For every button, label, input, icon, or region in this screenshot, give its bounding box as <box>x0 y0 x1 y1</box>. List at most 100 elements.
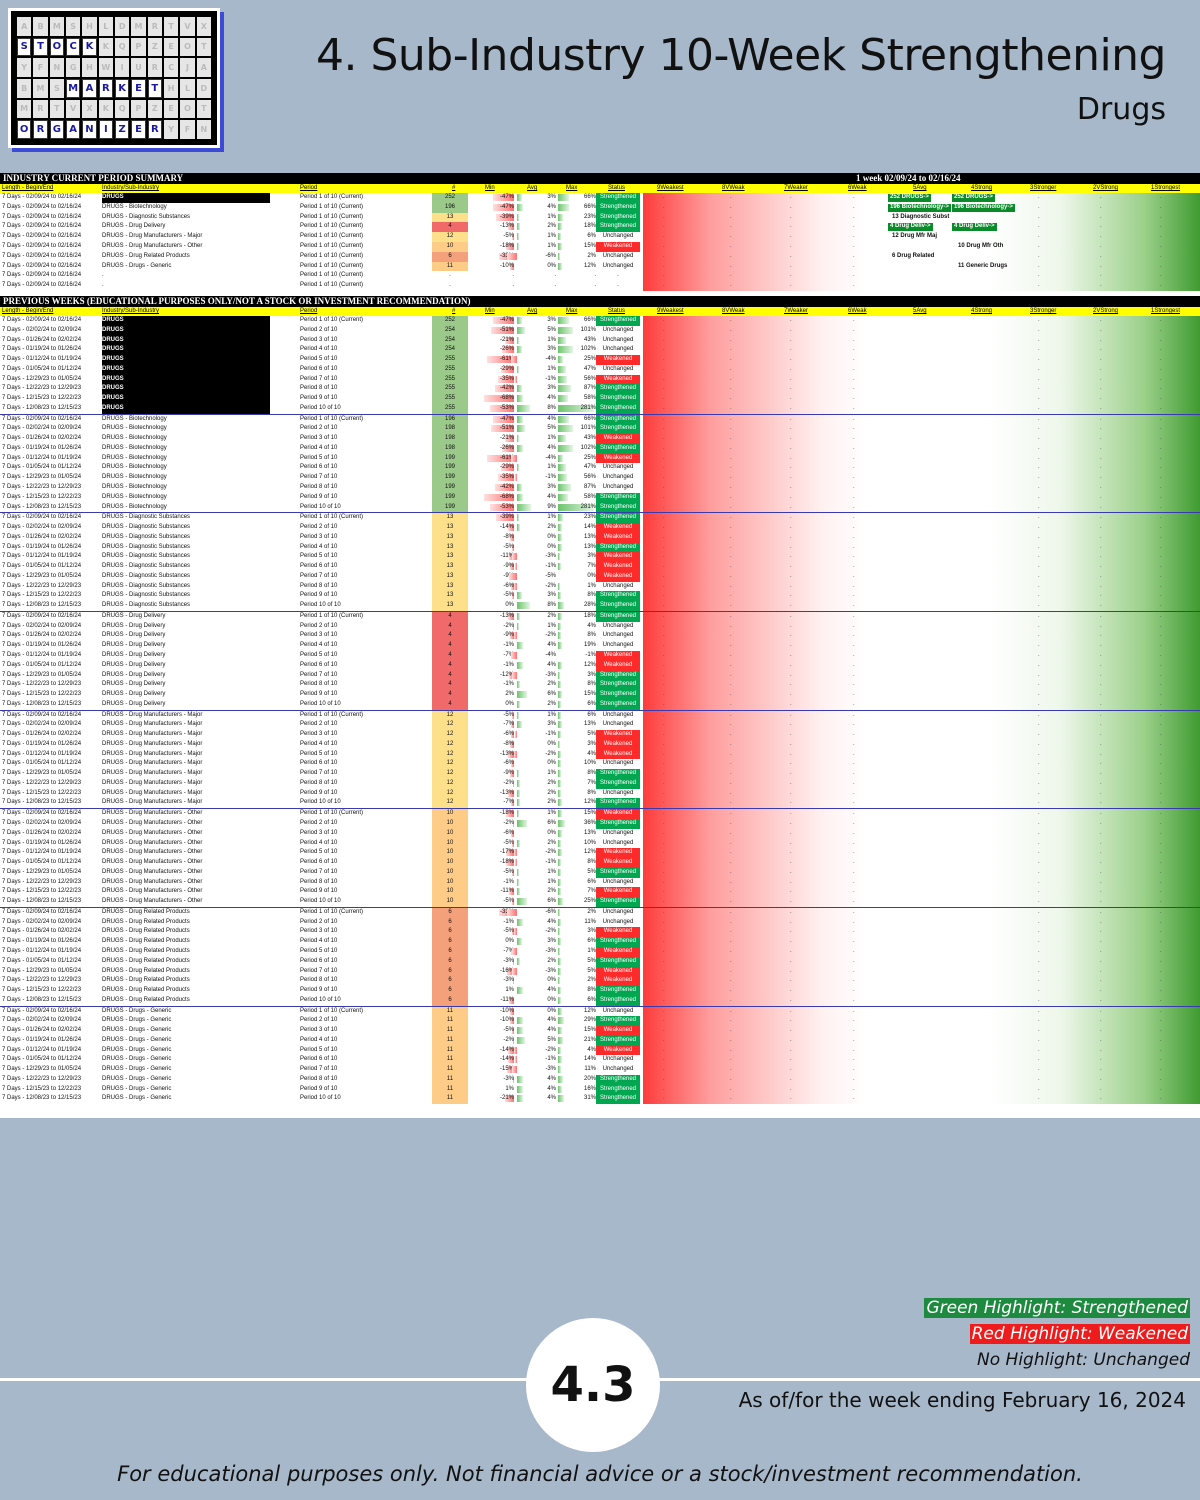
column-header: 2VStrong <box>1093 307 1119 314</box>
table-row: .......7 Days - 12/29/23 to 01/05/24 DRUG… <box>0 473 1200 483</box>
empty-cell-dot: . <box>730 711 732 718</box>
max-databar <box>558 1046 561 1054</box>
empty-cell-dot: . <box>790 810 792 817</box>
row-period: Period 5 of 10 <box>300 849 338 856</box>
empty-cell-dot: . <box>663 938 665 945</box>
row-max: -1% <box>585 652 596 658</box>
empty-cell-dot: . <box>730 415 732 422</box>
empty-cell-dot: . <box>730 820 732 827</box>
empty-cell-dot: . <box>730 1066 732 1073</box>
page-subtitle: Drugs <box>1076 92 1166 127</box>
empty-cell-dot: . <box>1160 731 1162 738</box>
empty-cell-dot: . <box>663 375 665 382</box>
row-count: 13 <box>432 212 468 223</box>
empty-cell-dot: . <box>730 1095 732 1102</box>
empty-cell-dot: . <box>790 661 792 668</box>
min-databar <box>486 356 514 364</box>
empty-cell-dot: . <box>730 385 732 392</box>
empty-cell-dot: . <box>1038 789 1040 796</box>
row-count: 11 <box>432 1026 468 1036</box>
avg-databar <box>517 1027 524 1035</box>
row-length: 7 Days - 12/08/23 to 12/15/23 <box>2 996 82 1003</box>
row-count: 11 <box>432 1074 468 1085</box>
row-count: 196 <box>432 414 468 425</box>
row-min: -3% <box>503 1075 514 1082</box>
row-industry: DRUGS - Diagnostic Substances <box>102 553 191 560</box>
empty-cell-dot: . <box>853 346 855 353</box>
empty-cell-dot: . <box>1038 563 1040 570</box>
row-max: 21% <box>583 1036 596 1043</box>
row-max: 281% <box>580 404 596 411</box>
summary-section-title: INDUSTRY CURRENT PERIOD SUMMARY <box>3 173 184 183</box>
row-status: Strengthened <box>596 778 640 789</box>
row-max: 58% <box>583 493 596 500</box>
row-count: 199 <box>432 492 468 503</box>
logo-cell: T <box>147 78 162 98</box>
row-min: -3% <box>503 957 514 964</box>
empty-cell-dot: . <box>663 799 665 806</box>
row-length: 7 Days - 12/08/23 to 12/15/23 <box>2 602 82 609</box>
table-row: .......7 Days - 12/08/23 to 12/15/23 DRUG… <box>0 995 1200 1006</box>
row-length: 7 Days - 12/29/23 to 01/05/24 <box>2 572 82 579</box>
row-avg: 1% <box>547 336 556 343</box>
row-status: Weakened <box>596 848 640 859</box>
min-databar <box>511 839 514 847</box>
heatmap-band <box>643 251 1200 262</box>
empty-cell-dot: . <box>853 760 855 767</box>
row-status: Weakened <box>596 651 640 661</box>
empty-cell-dot: . <box>1160 533 1162 540</box>
empty-cell-dot: . <box>1160 194 1162 200</box>
row-status: Strengthened <box>596 443 640 454</box>
min-databar <box>509 888 514 896</box>
empty-cell-dot: . <box>853 799 855 806</box>
empty-cell-dot: . <box>663 602 665 609</box>
min-databar <box>513 1036 514 1044</box>
row-max: 18% <box>583 612 596 619</box>
row-max: 6% <box>587 996 596 1003</box>
row-count: 4 <box>432 680 468 691</box>
row-length: 7 Days - 02/09/24 to 02/16/24 <box>2 252 82 259</box>
heatmap-band <box>643 819 1200 829</box>
row-status: Weakened <box>596 749 640 760</box>
empty-cell-dot: . <box>663 464 665 471</box>
empty-cell-dot: . <box>1160 524 1162 531</box>
empty-cell-dot: . <box>663 789 665 796</box>
row-count: 4 <box>432 660 468 671</box>
logo-cell: H <box>163 78 179 98</box>
row-min: -18% <box>499 810 514 817</box>
empty-cell-dot: . <box>1100 1066 1102 1073</box>
row-industry: DRUGS - Biotechnology <box>102 503 167 510</box>
empty-cell-dot: . <box>730 425 732 432</box>
row-length: 7 Days - 02/09/24 to 02/16/24 <box>2 194 82 200</box>
empty-cell-dot: . <box>790 868 792 875</box>
empty-cell-dot: . <box>730 642 732 649</box>
row-count: 4 <box>432 641 468 651</box>
row-max: 58% <box>583 395 596 402</box>
row-length: 7 Days - 02/09/24 to 02/16/24 <box>2 203 82 210</box>
empty-cell-dot: . <box>730 799 732 806</box>
row-industry: DRUGS <box>102 315 270 326</box>
max-databar <box>558 721 562 729</box>
empty-cell-dot: . <box>853 252 855 259</box>
row-avg: -6% <box>545 908 556 915</box>
max-databar <box>558 242 562 250</box>
row-status: Strengthened <box>596 680 640 691</box>
table-row: .......7 Days - 01/26/24 to 02/02/24 DRUG… <box>0 730 1200 740</box>
row-period: Period 9 of 10 <box>300 789 338 796</box>
row-count: 10 <box>432 887 468 898</box>
row-count: 199 <box>432 482 468 493</box>
empty-cell-dot: . <box>663 700 665 707</box>
row-industry: DRUGS <box>102 394 270 404</box>
row-min: -39% <box>499 213 514 220</box>
row-avg: 0% <box>547 996 556 1003</box>
row-period: Period 8 of 10 <box>300 681 338 688</box>
max-databar <box>558 622 561 630</box>
row-status: Strengthened <box>596 611 640 622</box>
avg-databar <box>517 1085 524 1093</box>
table-row: .......7 Days - 12/29/23 to 01/05/24 DRUG… <box>0 769 1200 779</box>
row-industry: DRUGS - Diagnostic Substances <box>102 524 191 531</box>
row-count: 10 <box>432 867 468 878</box>
table-row: .......7 Days - 01/12/24 to 01/19/24 DRUG… <box>0 848 1200 859</box>
row-period: Period 1 of 10 (Current) <box>300 194 364 200</box>
